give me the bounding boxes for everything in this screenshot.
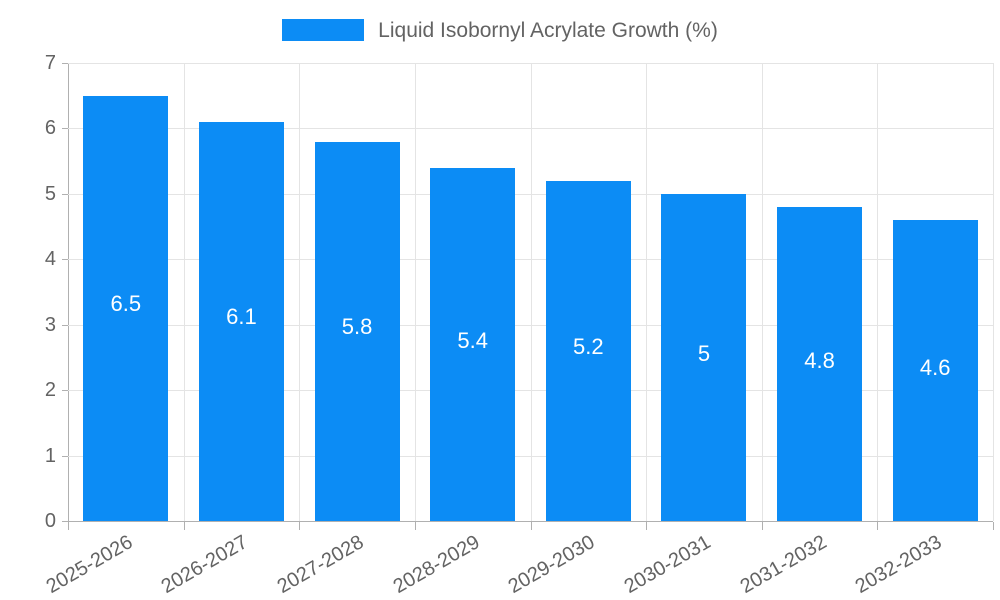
y-axis-tick-label: 7 <box>44 52 56 74</box>
horizontal-gridline <box>68 390 993 392</box>
legend-color-swatch[interactable] <box>282 19 365 41</box>
horizontal-gridline <box>68 193 993 195</box>
y-axis-tick-mark <box>62 259 69 261</box>
vertical-gridline <box>646 63 647 521</box>
y-axis-tick-mark <box>62 128 69 130</box>
bar[interactable]: 5.8 <box>314 141 400 521</box>
vertical-gridline <box>299 63 300 521</box>
y-axis-tick-mark <box>62 455 69 457</box>
y-axis-tick-label: 3 <box>44 313 56 336</box>
y-axis-tick-mark <box>62 63 69 64</box>
y-axis-tick-marks <box>0 63 70 522</box>
y-axis-tick-label: 6 <box>44 117 56 140</box>
bar[interactable]: 5.2 <box>545 180 631 521</box>
x-axis-tick-mark <box>877 522 878 530</box>
y-axis-tick-mark <box>62 390 69 392</box>
x-axis-tick-mark <box>184 522 185 530</box>
y-axis-tick-label: 2 <box>44 379 56 402</box>
x-axis-tick-mark <box>299 522 300 530</box>
x-axis-tick-mark <box>646 522 647 530</box>
chart-legend: Liquid Isobornyl Acrylate Growth (%) <box>0 12 1000 48</box>
bar-value-label: 5.2 <box>573 334 604 360</box>
y-axis-tick-label: 5 <box>44 182 56 205</box>
y-axis-tick-label: 0 <box>44 510 56 532</box>
bar-value-label: 5 <box>697 341 711 367</box>
y-axis-line <box>68 63 69 522</box>
horizontal-gridline <box>68 324 993 326</box>
x-axis-tick-mark <box>993 522 994 530</box>
bar-value-label: 6.1 <box>226 304 257 330</box>
x-axis-tick-marks <box>68 522 994 532</box>
vertical-gridline <box>762 63 763 521</box>
y-axis-tick-label: 1 <box>44 444 56 467</box>
y-axis-tick-labels: 0 1 2 3 4 5 6 7 <box>0 53 56 531</box>
vertical-gridline <box>415 63 416 521</box>
y-axis-tick-mark <box>62 324 69 326</box>
horizontal-gridline <box>68 521 993 522</box>
horizontal-gridline <box>68 63 993 64</box>
bar-value-label: 5.4 <box>457 327 488 353</box>
x-axis-tick-mark <box>531 522 532 530</box>
x-axis-tick-labels: 2025-2026 2026-2027 2027-2028 2028-2029 2029… <box>0 522 1000 600</box>
horizontal-gridline <box>68 128 993 130</box>
bar[interactable]: 5.4 <box>430 167 516 521</box>
y-axis-tick-label: 4 <box>44 248 56 271</box>
plot-area: 6.5 6.1 5.8 5.4 5.2 5 4.8 4.6 <box>68 63 994 522</box>
y-axis-tick-mark <box>62 521 69 522</box>
bar[interactable]: 6.5 <box>83 95 169 521</box>
x-axis-tick-label: 2025-2026 <box>42 531 137 599</box>
bar[interactable]: 6.1 <box>198 121 284 521</box>
x-axis-tick-mark <box>762 522 763 530</box>
x-axis-tick-mark <box>68 522 69 530</box>
bar[interactable]: 4.8 <box>777 206 863 521</box>
horizontal-gridline <box>68 455 993 457</box>
y-axis-tick-mark <box>62 193 69 195</box>
bar-value-label: 5.8 <box>341 314 373 340</box>
vertical-gridline <box>877 63 878 521</box>
x-axis-tick-mark <box>415 522 416 530</box>
legend-label[interactable]: Liquid Isobornyl Acrylate Growth (%) <box>378 18 718 42</box>
vertical-gridline <box>993 63 994 521</box>
vertical-gridline <box>531 63 532 521</box>
bar[interactable]: 5 <box>661 193 747 521</box>
horizontal-gridline <box>68 259 993 261</box>
bar-value-label: 6.5 <box>110 291 142 317</box>
bar[interactable]: 4.6 <box>892 220 978 521</box>
bar-value-label: 4.6 <box>919 354 951 380</box>
bar-value-label: 4.8 <box>804 347 835 373</box>
vertical-gridline <box>184 63 185 521</box>
